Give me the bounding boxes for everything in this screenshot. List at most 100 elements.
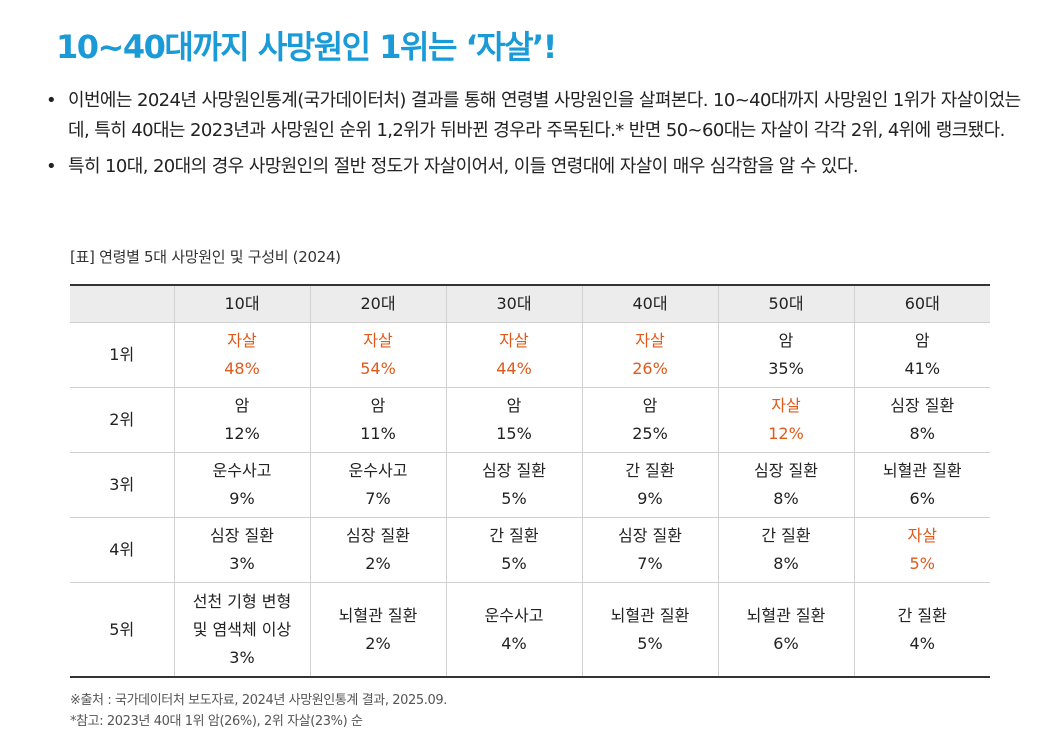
cause-label: 뇌혈관 질환 <box>746 605 826 625</box>
table-cell: 심장 질환 7% <box>581 517 718 583</box>
cause-label: 암 <box>914 331 930 350</box>
table-cell: 자살 44% <box>445 322 582 388</box>
table-cell: 운수사고 4% <box>445 582 582 678</box>
header-cell-age: 20대 <box>309 284 446 323</box>
cause-label: 뇌혈관 질환 <box>882 461 962 480</box>
table-cell: 뇌혈관 질환 6% <box>853 452 990 518</box>
percent-value: 3% <box>229 554 255 573</box>
percent-value: 4% <box>909 633 935 653</box>
cause-label: 자살 <box>635 331 665 350</box>
cause-label: 운수사고 <box>212 461 272 480</box>
cause-label: 운수사고 <box>484 605 544 625</box>
percent-value: 8% <box>909 424 935 443</box>
table-cell: 뇌혈관 질환 6% <box>717 582 854 678</box>
cause-label: 간 질환 <box>897 605 947 625</box>
percent-value: 2% <box>365 554 391 573</box>
percent-value: 9% <box>637 489 663 508</box>
table-cell: 암 15% <box>445 387 582 453</box>
cause-label: 자살 <box>363 331 393 350</box>
header-cell-age: 10대 <box>173 284 310 323</box>
header-cell-corner <box>70 284 174 323</box>
percent-value: 5% <box>909 554 935 573</box>
table-cell: 간 질환 8% <box>717 517 854 583</box>
cause-label: 심장 질환 <box>482 461 546 480</box>
cause-label: 및 염색체 이상 <box>192 619 292 639</box>
cause-label: 뇌혈관 질환 <box>338 605 418 625</box>
table-cell: 심장 질환 5% <box>445 452 582 518</box>
bullet-dot: • <box>46 90 57 111</box>
page-title: 10~40대까지 사망원인 1위는 ‘자살’! <box>56 28 557 66</box>
table-cell: 자살 5% <box>853 517 990 583</box>
table-cell: 뇌혈관 질환 2% <box>309 582 446 678</box>
percent-value: 4% <box>501 633 527 653</box>
percent-value: 25% <box>632 424 668 443</box>
table-cell: 암 41% <box>853 322 990 388</box>
percent-value: 12% <box>224 424 260 443</box>
cause-of-death-table: 10대 20대 30대 40대 50대 60대 1위 자살 48% 자살 54% 자살 44… <box>70 284 990 678</box>
table-cell: 암 25% <box>581 387 718 453</box>
cause-label: 자살 <box>771 396 801 415</box>
rank-cell: 5위 <box>70 582 174 678</box>
header-cell-age: 30대 <box>445 284 582 323</box>
bullet-item: • 특히 10대, 20대의 경우 사망원인의 절반 정도가 자살이어서, 이들… <box>46 152 1026 182</box>
percent-value: 6% <box>909 489 935 508</box>
bullet-item: • 이번에는 2024년 사망원인통계(국가데이터처) 결과를 통해 연령별 사… <box>46 86 1026 146</box>
cause-label: 암 <box>778 331 794 350</box>
table-cell: 자살 12% <box>717 387 854 453</box>
table-cell: 암 11% <box>309 387 446 453</box>
cause-label: 간 질환 <box>625 461 675 480</box>
percent-value: 44% <box>496 359 532 378</box>
percent-value: 8% <box>773 489 799 508</box>
table-row: 5위 선천 기형 변형 및 염색체 이상 3% 뇌혈관 질환 2% 운수사고 4% 뇌혈관 질환… <box>70 582 990 678</box>
cause-label: 심장 질환 <box>210 526 274 545</box>
bullet-text: 이번에는 2024년 사망원인통계(국가데이터처) 결과를 통해 연령별 사망원… <box>68 90 1021 141</box>
cause-label: 간 질환 <box>761 526 811 545</box>
rank-cell: 1위 <box>70 322 174 388</box>
bullet-dot: • <box>46 156 57 177</box>
percent-value: 5% <box>501 554 527 573</box>
cause-label: 암 <box>506 396 522 415</box>
footnotes: ※출처 : 국가데이터처 보도자료, 2024년 사망원인통계 결과, 2025… <box>70 690 447 732</box>
rank-cell: 3위 <box>70 452 174 518</box>
table-cell: 간 질환 5% <box>445 517 582 583</box>
bullet-list: • 이번에는 2024년 사망원인통계(국가데이터처) 결과를 통해 연령별 사… <box>46 86 1026 188</box>
table-cell: 심장 질환 8% <box>853 387 990 453</box>
table-cell: 간 질환 4% <box>853 582 990 678</box>
table-cell: 심장 질환 3% <box>173 517 310 583</box>
percent-value: 2% <box>365 633 391 653</box>
cause-label: 심장 질환 <box>346 526 410 545</box>
cause-label: 자살 <box>907 526 937 545</box>
table-cell: 자살 48% <box>173 322 310 388</box>
header-cell-age: 60대 <box>853 284 990 323</box>
percent-value: 6% <box>773 633 799 653</box>
cause-label: 암 <box>642 396 658 415</box>
table-cell: 심장 질환 2% <box>309 517 446 583</box>
percent-value: 8% <box>773 554 799 573</box>
percent-value: 9% <box>229 489 255 508</box>
cause-label: 심장 질환 <box>754 461 818 480</box>
header-cell-age: 50대 <box>717 284 854 323</box>
table-cell: 자살 26% <box>581 322 718 388</box>
percent-value: 48% <box>224 359 260 378</box>
table-cell: 뇌혈관 질환 5% <box>581 582 718 678</box>
percent-value: 26% <box>632 359 668 378</box>
percent-value: 5% <box>637 633 663 653</box>
cause-label: 암 <box>234 396 250 415</box>
cause-label: 자살 <box>227 331 257 350</box>
table-row: 1위 자살 48% 자살 54% 자살 44% 자살 26% 암 35% 암 41% <box>70 322 990 388</box>
percent-value: 3% <box>229 647 255 667</box>
table-row: 4위 심장 질환 3% 심장 질환 2% 간 질환 5% 심장 질환 7% 간 질환 8% 자살 5% <box>70 517 990 583</box>
percent-value: 12% <box>768 424 804 443</box>
cause-label: 암 <box>370 396 386 415</box>
table-row: 3위 운수사고 9% 운수사고 7% 심장 질환 5% 간 질환 9% 심장 질환 8% 뇌혈관 질환… <box>70 452 990 518</box>
cause-label: 자살 <box>499 331 529 350</box>
percent-value: 11% <box>360 424 396 443</box>
percent-value: 15% <box>496 424 532 443</box>
percent-value: 5% <box>501 489 527 508</box>
percent-value: 41% <box>904 359 941 378</box>
table-cell: 선천 기형 변형 및 염색체 이상 3% <box>173 582 310 678</box>
header-cell-age: 40대 <box>581 284 718 323</box>
table-caption: [표] 연령별 5대 사망원인 및 구성비 (2024) <box>70 248 341 266</box>
source-note: ※출처 : 국가데이터처 보도자료, 2024년 사망원인통계 결과, 2025… <box>70 693 447 708</box>
percent-value: 7% <box>365 489 391 508</box>
